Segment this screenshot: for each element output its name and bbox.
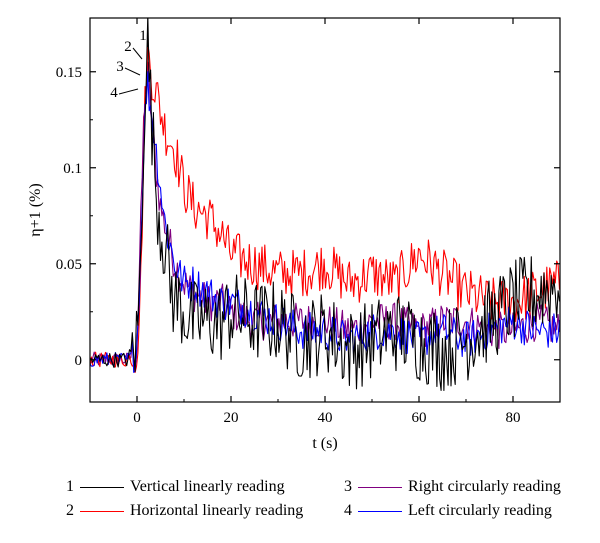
legend-swatch	[358, 486, 402, 488]
y-tick-label: 0.05	[56, 257, 82, 273]
legend-number: 4	[344, 502, 352, 519]
chart: 0 20 40 60 80 0 0.05 0.1 0.15 123 4 t (s) η+1 (%)	[27, 17, 561, 452]
legend-item-1: 1 Vertical linearly reading	[60, 476, 285, 498]
annotation-arrow	[132, 47, 143, 60]
x-axis-label: t (s)	[312, 435, 337, 452]
ticks-layer: 0 20 40 60 80 0 0.05 0.1 0.15	[56, 18, 561, 426]
x-tick-label: 80	[506, 410, 521, 426]
legend-label: Left circularly reading	[408, 502, 552, 519]
legend-label: Vertical linearly reading	[130, 478, 285, 495]
annotation-label-3: 3	[116, 59, 124, 75]
legend-item-2: 2 Horizontal linearly reading	[60, 500, 303, 522]
legend-item-3: 3 Right circularly reading	[338, 476, 561, 498]
annotation-label-1: 1	[139, 28, 147, 44]
annotation-arrow	[118, 88, 139, 95]
legend-number: 3	[344, 478, 352, 495]
x-tick-label: 0	[133, 410, 141, 426]
annotation-layer: 123 4	[110, 28, 149, 101]
legend-number: 2	[66, 502, 74, 519]
legend-number: 1	[66, 478, 74, 495]
y-axis-label: η+1 (%)	[27, 183, 44, 236]
x-tick-label: 40	[318, 410, 333, 426]
x-tick-label: 20	[224, 410, 239, 426]
y-tick-label: 0	[75, 353, 83, 369]
legend-swatch	[80, 486, 124, 488]
legend-swatch	[358, 510, 402, 512]
series-line-1	[90, 18, 560, 392]
legend: 1 Vertical linearly reading 2 Horizontal…	[60, 476, 600, 540]
annotation-arrow	[124, 67, 141, 76]
series-layer	[90, 18, 560, 392]
series-line-2	[90, 44, 560, 374]
legend-item-4: 4 Left circularly reading	[338, 500, 552, 522]
legend-label: Right circularly reading	[408, 478, 561, 495]
annotation-label-2: 2	[124, 39, 132, 55]
y-tick-label: 0.1	[63, 161, 82, 177]
annotation-label-4: 4	[110, 85, 118, 101]
legend-swatch	[80, 510, 124, 512]
legend-label: Horizontal linearly reading	[130, 502, 304, 519]
x-tick-label: 60	[412, 410, 427, 426]
y-tick-label: 0.15	[56, 65, 82, 81]
